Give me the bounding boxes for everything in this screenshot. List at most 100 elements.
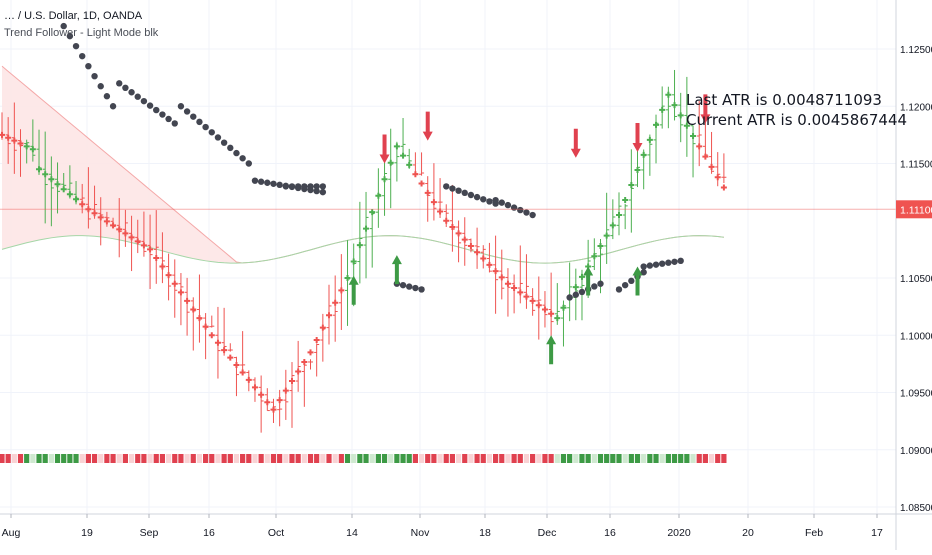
trend-cross	[313, 337, 320, 344]
strip-cell	[388, 454, 394, 463]
trend-cross	[381, 176, 388, 183]
trend-cross	[535, 302, 542, 309]
strip-cell	[721, 454, 727, 463]
strip-cell	[616, 454, 622, 463]
trend-cross	[184, 297, 191, 304]
stop-dot	[455, 187, 462, 194]
strip-cell	[567, 454, 573, 463]
stop-dot	[449, 185, 456, 192]
trend-cross	[628, 181, 635, 188]
trend-cross	[492, 268, 499, 275]
strip-cell	[351, 454, 357, 463]
trend-cross	[208, 332, 215, 339]
strip-cell	[128, 454, 135, 463]
stop-dot	[177, 103, 185, 110]
stop-dot	[473, 193, 481, 201]
trend-cross	[79, 201, 86, 208]
x-tick-label: 18	[479, 527, 491, 539]
strip-cell	[85, 454, 91, 463]
strip-cell	[277, 454, 283, 463]
stop-dot	[313, 183, 320, 190]
strip-cell	[517, 454, 523, 463]
trend-cross	[646, 136, 653, 143]
stop-dot	[646, 262, 654, 269]
trend-cross	[29, 146, 36, 153]
x-tick-label: Nov	[411, 527, 430, 539]
strip-cell	[437, 454, 443, 463]
x-tick-label: 16	[203, 527, 215, 539]
stop-dot	[122, 84, 129, 92]
strip-cell	[17, 454, 24, 463]
trend-cross	[251, 384, 258, 391]
trend-cross	[634, 166, 641, 173]
sell-arrow	[700, 94, 711, 124]
y-tick-label: 1.09500	[900, 389, 932, 400]
trend-cross	[110, 222, 117, 229]
trend-cross	[0, 131, 5, 138]
strip-cell	[597, 454, 604, 463]
strip-cell	[604, 454, 610, 463]
stop-dot	[640, 263, 647, 270]
y-tick-label: 1.12000	[900, 102, 932, 113]
trend-cross	[665, 91, 672, 98]
stop-dot	[214, 134, 222, 141]
trend-cross	[683, 122, 690, 129]
trend-cross	[326, 312, 333, 319]
strip-cell	[172, 454, 178, 463]
strip-cell	[449, 454, 456, 463]
stop-dot	[264, 179, 271, 186]
strip-cell	[0, 454, 5, 463]
strip-cell	[708, 454, 715, 463]
strip-cell	[314, 454, 320, 463]
stop-dot	[517, 206, 524, 214]
strip-cell	[79, 454, 85, 463]
stop-dot	[486, 198, 493, 205]
strip-cell	[338, 454, 344, 463]
trend-cross	[116, 226, 123, 233]
buy-arrow	[583, 266, 594, 296]
strip-cell	[499, 454, 505, 463]
trend-cross	[258, 391, 265, 398]
stop-dot	[665, 259, 672, 266]
trend-cross	[344, 275, 351, 281]
indicator-title: Trend Follower - Light Mode blk	[4, 27, 159, 39]
strip-cell	[474, 454, 480, 463]
stop-dot	[677, 257, 684, 265]
stop-dot	[103, 93, 111, 100]
strip-cell	[320, 454, 326, 463]
strip-cell	[641, 454, 647, 463]
stop-dot	[239, 155, 246, 162]
trend-cross	[128, 234, 135, 241]
trend-cross	[221, 347, 228, 354]
sell-arrow	[379, 134, 390, 164]
trend-cross	[529, 297, 536, 304]
signal-arrows	[348, 94, 711, 365]
sell-arrow	[422, 111, 433, 141]
x-tick-label: 16	[604, 527, 616, 539]
stop-dot	[566, 294, 573, 301]
stop-dot	[233, 149, 240, 157]
strip-cell	[295, 454, 301, 463]
strip-cell	[486, 454, 493, 463]
stop-dot	[510, 204, 518, 211]
strip-cell	[147, 454, 153, 463]
trend-cross	[134, 238, 141, 245]
strip-cell	[135, 454, 141, 463]
strip-cell	[628, 454, 634, 463]
trend-cross	[48, 176, 55, 183]
trend-cross	[85, 206, 92, 213]
trend-cross	[517, 289, 524, 296]
stop-dot	[202, 123, 209, 131]
trend-cross	[190, 306, 197, 313]
stop-dot	[153, 106, 160, 114]
trend-cross	[288, 378, 295, 385]
strip-cell	[36, 454, 42, 463]
x-tick-label: 14	[346, 527, 358, 539]
strip-cell	[110, 454, 116, 463]
strip-cell	[307, 454, 314, 463]
trend-cross	[609, 222, 616, 229]
strip-cell	[412, 454, 418, 463]
strip-cell	[381, 454, 388, 463]
